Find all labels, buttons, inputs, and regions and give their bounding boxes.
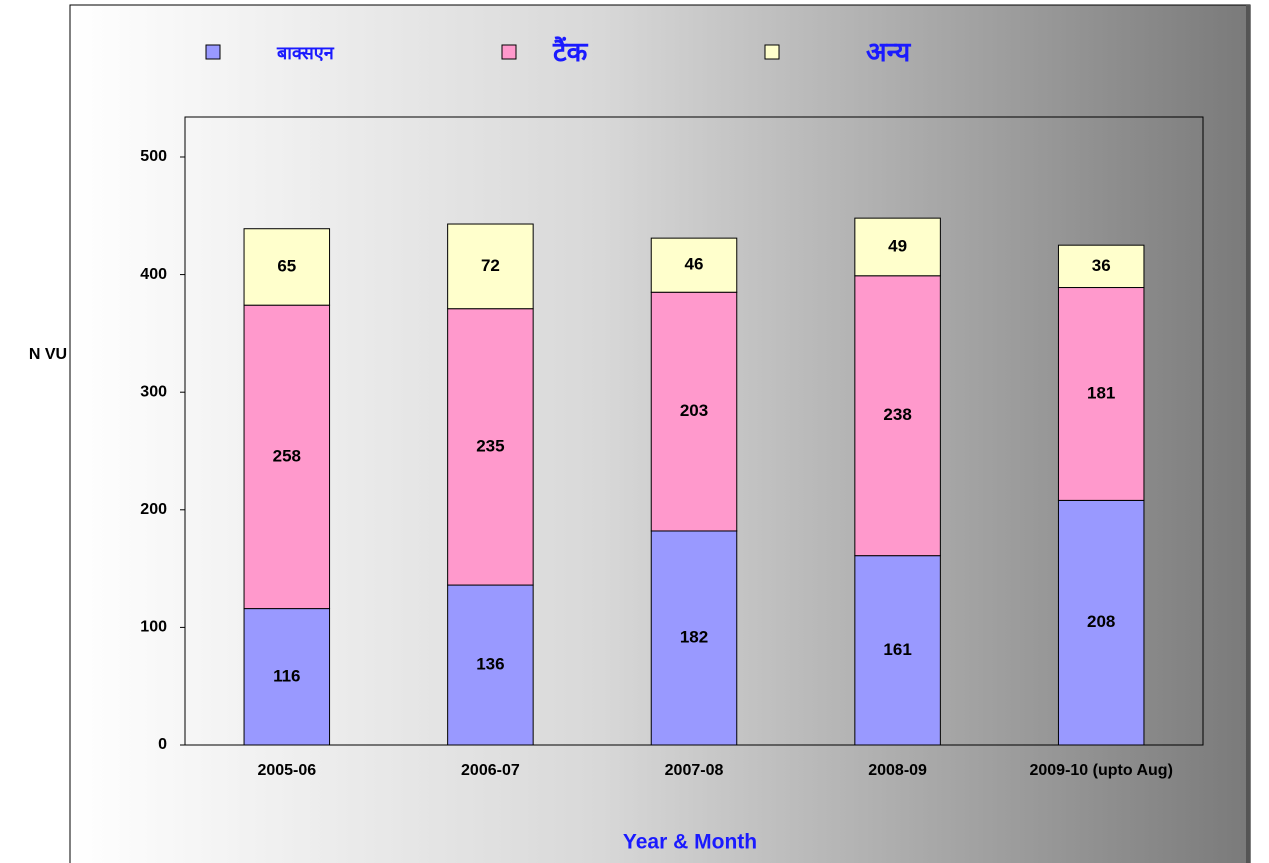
bar-segment <box>447 308 534 586</box>
x-tick-label: 2006-07 <box>461 762 520 779</box>
y-tick-label: 100 <box>140 619 167 636</box>
bar-segment <box>1057 244 1145 289</box>
bar-segment <box>1057 499 1145 746</box>
data-label: 72 <box>481 256 500 275</box>
bar-segment <box>1057 287 1145 501</box>
bar-segment <box>854 555 941 746</box>
bar-segment <box>243 608 331 746</box>
data-label: 203 <box>680 401 708 420</box>
bar-segment <box>447 584 534 746</box>
data-label: 49 <box>888 236 907 255</box>
x-tick-label: 2007-08 <box>664 762 724 779</box>
y-axis-title: N VU <box>29 346 67 363</box>
legend-swatch <box>205 44 221 60</box>
legend-swatch <box>501 44 517 60</box>
data-label: 36 <box>1092 256 1111 275</box>
frame-edge <box>1246 5 1250 863</box>
y-tick-label: 400 <box>140 266 167 283</box>
data-label: 161 <box>883 640 911 659</box>
data-label: 136 <box>476 655 504 674</box>
bar-segment <box>243 304 331 610</box>
data-label: 181 <box>1087 383 1115 402</box>
data-label: 238 <box>883 405 911 424</box>
bar-segment <box>447 223 534 310</box>
y-tick-label: 0 <box>158 736 167 753</box>
data-label: 258 <box>273 446 301 465</box>
y-tick-label: 500 <box>140 148 167 165</box>
data-label: 116 <box>273 666 300 685</box>
x-axis-title: Year & Month <box>623 831 757 854</box>
x-tick-label: 2009-10 (upto Aug) <box>1029 762 1173 779</box>
y-tick-label: 300 <box>140 383 167 400</box>
bar-segment <box>650 530 738 746</box>
x-tick-label: 2008-09 <box>868 762 927 779</box>
legend-label: टैंक <box>552 36 589 67</box>
bar-segment <box>650 237 738 293</box>
bar-segment <box>243 228 331 306</box>
bar-segment <box>650 291 738 532</box>
bar-segment <box>854 217 941 277</box>
legend-swatch <box>764 44 780 60</box>
data-label: 235 <box>476 436 504 455</box>
data-label: 46 <box>685 255 704 274</box>
legend-label: बाक्सएन <box>276 43 335 63</box>
y-tick-label: 200 <box>140 501 167 518</box>
bar-segment <box>854 275 941 557</box>
data-label: 182 <box>680 627 708 646</box>
data-label: 208 <box>1087 612 1115 631</box>
legend-label: अन्य <box>866 37 912 67</box>
data-label: 65 <box>277 256 296 275</box>
x-tick-label: 2005-06 <box>257 762 317 779</box>
